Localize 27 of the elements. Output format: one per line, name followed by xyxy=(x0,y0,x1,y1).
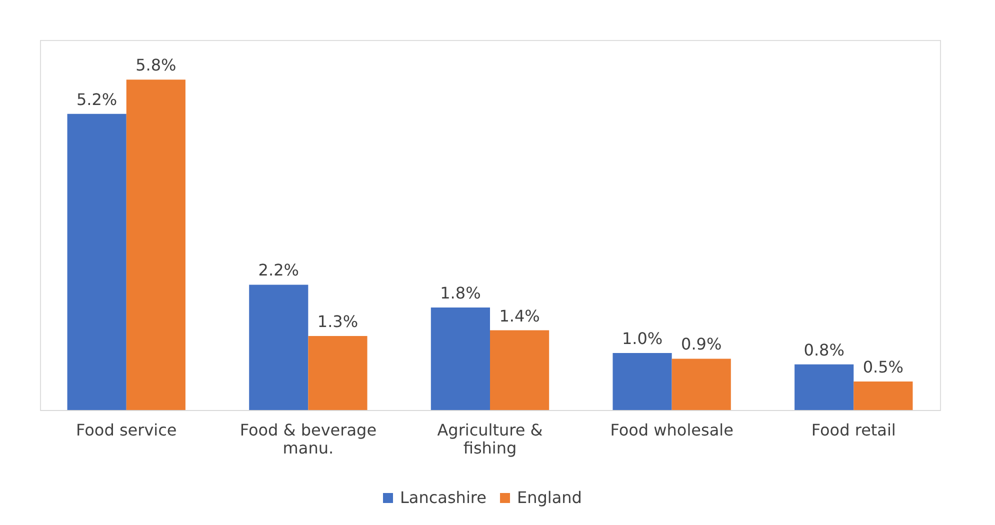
bar xyxy=(249,284,308,410)
x-tick-label: Food service xyxy=(76,420,177,440)
bar xyxy=(672,358,731,410)
bar xyxy=(430,307,490,410)
data-label: 5.2% xyxy=(76,90,118,109)
data-label: 1.3% xyxy=(317,312,358,331)
bar xyxy=(854,382,913,410)
bar xyxy=(612,353,672,410)
x-tick-label: Food & beverage manu. xyxy=(240,420,377,458)
bar xyxy=(67,114,126,410)
data-label: 1.0% xyxy=(622,329,663,348)
bar xyxy=(794,364,854,410)
legend-label: England xyxy=(517,488,582,507)
data-label: 0.9% xyxy=(681,334,722,354)
data-label: 1.8% xyxy=(440,283,481,302)
data-label: 0.8% xyxy=(804,340,844,360)
x-tick-label: Food wholesale xyxy=(610,420,734,440)
data-label: 0.5% xyxy=(862,358,904,377)
bar xyxy=(308,336,368,410)
x-tick-label: Agriculture & fishing xyxy=(437,420,543,458)
bar xyxy=(126,80,186,410)
data-label: 1.4% xyxy=(499,306,540,326)
data-label: 2.2% xyxy=(258,260,299,280)
legend-label: Lancashire xyxy=(400,488,486,507)
data-label: 5.8% xyxy=(136,56,176,75)
x-tick-label: Food retail xyxy=(811,420,896,440)
bar xyxy=(490,330,550,410)
